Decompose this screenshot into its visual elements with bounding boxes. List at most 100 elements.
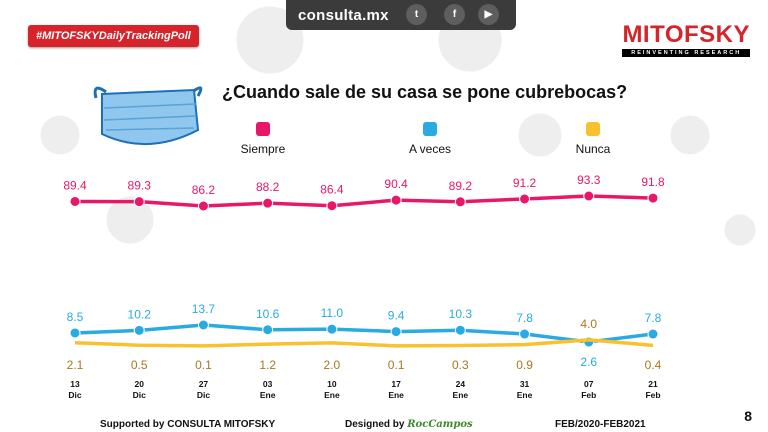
footer-period: FEB/2020-FEB2021 <box>555 419 646 430</box>
footer-supported: Supported by CONSULTA MITOFSKY <box>100 419 276 430</box>
brand-logo: MITOFSKY REINVENTING RESEARCH <box>622 22 750 57</box>
data-label: 0.1 <box>195 358 212 372</box>
data-label: 86.4 <box>320 183 344 197</box>
legend-swatch <box>586 122 600 136</box>
x-tick-label-day: 07 <box>584 379 594 389</box>
data-label: 2.6 <box>580 355 597 369</box>
youtube-icon[interactable]: ▶ <box>478 4 499 25</box>
data-point <box>69 327 81 339</box>
facebook-icon[interactable]: f <box>444 4 465 25</box>
data-label: 11.0 <box>321 306 344 320</box>
data-label: 88.2 <box>256 180 280 194</box>
site-bar: consulta.mx t f ▶ <box>286 0 516 30</box>
data-label: 10.2 <box>128 307 152 321</box>
data-label: 0.4 <box>645 358 662 372</box>
data-label: 10.3 <box>449 307 473 321</box>
x-tick-label-day: 21 <box>648 379 658 389</box>
data-point <box>262 324 274 336</box>
data-point <box>326 323 338 335</box>
data-label: 86.2 <box>192 183 216 197</box>
data-label: 7.8 <box>645 311 662 325</box>
data-label: 1.2 <box>259 358 276 372</box>
data-point <box>69 195 81 207</box>
data-point <box>326 200 338 212</box>
x-tick-label-month: Ene <box>324 390 340 400</box>
data-label: 89.2 <box>449 179 473 193</box>
legend-a-veces: A veces <box>400 122 460 156</box>
data-point <box>262 197 274 209</box>
data-label: 2.0 <box>324 358 341 372</box>
x-tick-label-month: Ene <box>388 390 404 400</box>
brand-tagline: REINVENTING RESEARCH <box>622 49 750 57</box>
page-number: 8 <box>744 408 752 424</box>
data-point <box>197 319 209 331</box>
x-tick-label-day: 13 <box>70 379 80 389</box>
x-tick-label-month: Dic <box>68 390 82 400</box>
legend-swatch <box>423 122 437 136</box>
series-line-siempre <box>74 194 654 208</box>
x-tick-label-month: Dic <box>197 390 211 400</box>
series-line-a-veces <box>74 323 654 344</box>
x-tick-label-day: 20 <box>134 379 144 389</box>
data-point <box>583 190 595 202</box>
x-tick-label-month: Feb <box>581 390 596 400</box>
series-line-nunca <box>74 338 654 348</box>
data-label: 4.0 <box>580 317 597 331</box>
data-label: 13.7 <box>192 302 216 316</box>
data-label: 7.8 <box>516 311 533 325</box>
footer-designed: Designed by RocCampos <box>345 419 473 430</box>
data-point <box>454 324 466 336</box>
data-label: 89.4 <box>63 178 87 192</box>
data-point <box>519 193 531 205</box>
data-point <box>390 326 402 338</box>
data-label: 9.4 <box>388 309 405 323</box>
chart-title: ¿Cuando sale de su casa se pone cubreboc… <box>222 82 628 102</box>
hashtag-badge: #MITOFSKYDailyTrackingPoll <box>28 25 199 47</box>
x-tick-label-month: Dic <box>133 390 147 400</box>
x-tick-label-day: 24 <box>456 379 466 389</box>
footer-designed-label: Designed by <box>345 419 405 430</box>
data-point <box>390 194 402 206</box>
data-label: 93.3 <box>577 173 601 187</box>
data-point <box>133 196 145 208</box>
site-link[interactable]: consulta.mx <box>298 6 389 24</box>
data-label: 91.2 <box>513 176 537 190</box>
x-tick-label-month: Feb <box>645 390 660 400</box>
data-label: 91.8 <box>641 175 665 189</box>
data-point <box>133 324 145 336</box>
data-label: 0.5 <box>131 358 148 372</box>
data-label: 2.1 <box>67 358 84 372</box>
x-tick-label-month: Ene <box>517 390 533 400</box>
data-label: 89.3 <box>128 179 152 193</box>
twitter-icon[interactable]: t <box>406 4 427 25</box>
data-point <box>519 328 531 340</box>
x-tick-label-day: 27 <box>199 379 209 389</box>
data-point <box>647 192 659 204</box>
data-label: 90.4 <box>384 177 408 191</box>
x-tick-label-month: Ene <box>453 390 469 400</box>
x-tick-label-day: 31 <box>520 379 530 389</box>
data-label: 0.9 <box>516 358 533 372</box>
legend-swatch <box>256 122 270 136</box>
data-label: 0.3 <box>452 358 469 372</box>
data-point <box>647 328 659 340</box>
data-point <box>454 196 466 208</box>
x-tick-label-day: 17 <box>391 379 401 389</box>
legend-label: A veces <box>408 142 452 156</box>
brand-name: MITOFSKY <box>622 21 750 48</box>
x-tick-label-day: 10 <box>327 379 337 389</box>
x-tick-label-month: Ene <box>260 390 276 400</box>
data-label: 10.6 <box>256 307 280 321</box>
footer-designer: RocCampos <box>407 419 473 430</box>
x-tick-label-day: 03 <box>263 379 273 389</box>
legend-label: Nunca <box>575 142 611 156</box>
legend-nunca: Nunca <box>568 122 618 156</box>
data-label: 0.1 <box>388 358 405 372</box>
data-point <box>197 200 209 212</box>
data-label: 8.5 <box>67 310 84 324</box>
face-mask-icon <box>93 86 203 146</box>
legend-label: Siempre <box>240 142 286 156</box>
legend-siempre: Siempre <box>238 122 288 156</box>
